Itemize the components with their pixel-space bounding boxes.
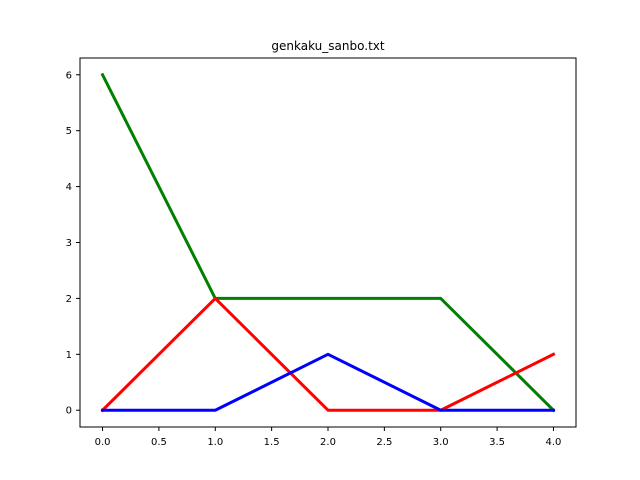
x-tick-label: 1.5 xyxy=(264,437,280,448)
y-tick-label: 2 xyxy=(66,294,72,305)
x-tick-label: 0.0 xyxy=(95,437,111,448)
x-tick-label: 1.0 xyxy=(207,437,223,448)
y-axis: 0 1 2 3 4 5 6 xyxy=(66,70,80,417)
x-tick-label: 3.5 xyxy=(489,437,505,448)
series-line-0 xyxy=(100,72,556,413)
series-line-1 xyxy=(100,296,556,413)
plot-area xyxy=(80,58,576,427)
x-tick-label: 0.5 xyxy=(151,437,167,448)
y-tick-label: 6 xyxy=(66,70,72,81)
series-line-2 xyxy=(101,352,555,412)
x-tick-label: 2.0 xyxy=(320,437,336,448)
series-layer xyxy=(100,72,556,413)
y-tick-label: 3 xyxy=(66,238,72,249)
chart-title: genkaku_sanbo.txt xyxy=(271,39,384,53)
x-tick-label: 4.0 xyxy=(546,437,562,448)
x-axis: 0.0 0.5 1.0 1.5 2.0 2.5 3.0 3.5 4.0 xyxy=(95,427,562,448)
y-tick-label: 5 xyxy=(66,126,72,137)
y-tick-label: 1 xyxy=(66,350,72,361)
y-tick-label: 0 xyxy=(66,406,72,417)
x-tick-label: 3.0 xyxy=(433,437,449,448)
y-tick-label: 4 xyxy=(66,182,72,193)
x-tick-label: 2.5 xyxy=(376,437,392,448)
